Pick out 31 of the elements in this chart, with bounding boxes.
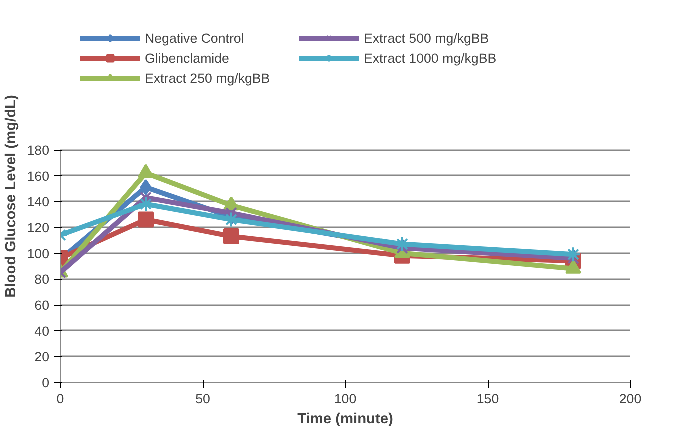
y-tick-label: 60 bbox=[34, 298, 50, 313]
x-tick-label: 50 bbox=[196, 392, 210, 406]
y-tick-label: 180 bbox=[27, 143, 50, 158]
point bbox=[566, 246, 582, 263]
legend-label: Extract 250 mg/kgBB bbox=[145, 70, 272, 86]
y-tick-label: 100 bbox=[27, 246, 50, 262]
x-tick-label: 0 bbox=[56, 392, 64, 406]
x-tick-label: 100 bbox=[334, 392, 357, 406]
point bbox=[224, 228, 240, 245]
point bbox=[140, 192, 152, 204]
y-tick-label: 40 bbox=[34, 324, 50, 339]
x-axis-title: Time (minute) bbox=[298, 412, 394, 428]
y-tick-label: 20 bbox=[34, 350, 50, 365]
y-tick-label: 80 bbox=[34, 272, 50, 288]
legend-label: Glibenclamide bbox=[145, 50, 230, 66]
legend-label: Extract 1000 mg/kgBB bbox=[364, 50, 498, 66]
y-tick-label: 120 bbox=[27, 220, 50, 236]
point bbox=[140, 179, 152, 196]
legend-label: Negative Control bbox=[145, 30, 246, 46]
y-tick-label: 140 bbox=[27, 194, 50, 210]
y-axis-title: Blood Glucose Level (mg/dL) bbox=[3, 95, 20, 298]
point bbox=[224, 212, 240, 228]
point bbox=[138, 212, 154, 228]
y-tick-label: 160 bbox=[27, 168, 50, 184]
x-tick-label: 150 bbox=[476, 392, 500, 406]
x-tick-label: 200 bbox=[619, 392, 642, 406]
point bbox=[226, 207, 238, 220]
legend-label: Extract 500 mg/kgBB bbox=[364, 30, 490, 46]
y-tick-label: 0 bbox=[42, 376, 50, 390]
point bbox=[138, 196, 154, 212]
point bbox=[394, 236, 410, 252]
